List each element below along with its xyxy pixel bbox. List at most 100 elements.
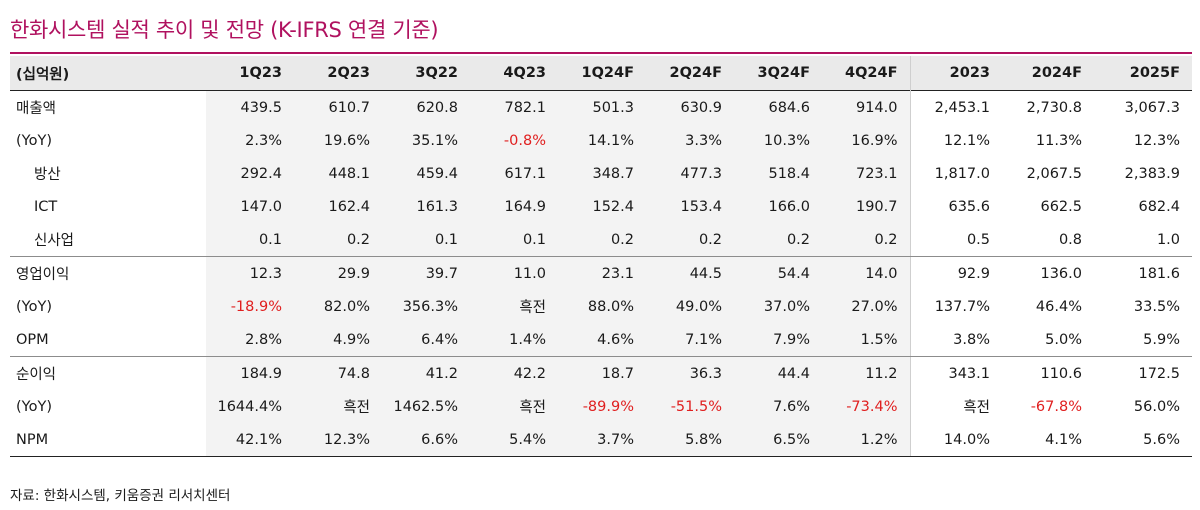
table-cell: -89.9% — [558, 390, 646, 423]
table-cell: 0.5 — [909, 223, 1002, 257]
table-cell: 46.4% — [1002, 290, 1094, 323]
table-cell: 74.8 — [294, 356, 382, 390]
table-row: OPM 2.8% 4.9% 6.4% 1.4% 4.6% 7.1% 7.9% 1.5% 3.8% 5… — [10, 323, 1192, 357]
table-cell: 2.8% — [206, 323, 294, 357]
table-row: (YoY) -18.9% 82.0% 356.3% 흑전 88.0% 49.0% 37.0% 2… — [10, 290, 1192, 323]
table-cell: 1462.5% — [382, 390, 470, 423]
header-row: (십억원) 1Q23 2Q23 3Q22 4Q23 1Q24F 2Q24F 3Q… — [10, 56, 1192, 91]
table-cell: 7.9% — [734, 323, 822, 357]
column-header: 4Q24F — [822, 56, 910, 91]
table-cell: 0.2 — [822, 223, 910, 257]
table-cell: 3.3% — [646, 124, 734, 157]
table-cell: 39.7 — [382, 256, 470, 290]
table-cell: 29.9 — [294, 256, 382, 290]
table-cell: 166.0 — [734, 190, 822, 223]
table-cell: 439.5 — [206, 90, 294, 124]
page-title: 한화시스템 실적 추이 및 전망 (K-IFRS 연결 기준) — [10, 18, 439, 42]
table-cell: 3,067.3 — [1094, 90, 1192, 124]
table-cell: 14.0 — [822, 256, 910, 290]
column-header: 2023 — [909, 56, 1002, 91]
table-cell: 136.0 — [1002, 256, 1094, 290]
table-cell: -51.5% — [646, 390, 734, 423]
table-cell: 110.6 — [1002, 356, 1094, 390]
table-cell: 11.3% — [1002, 124, 1094, 157]
table-cell: 7.6% — [734, 390, 822, 423]
table-row: 순이익 184.9 74.8 41.2 42.2 18.7 36.3 44.4 11.2 343.… — [10, 356, 1192, 390]
table-cell: 782.1 — [470, 90, 558, 124]
table-cell: 44.5 — [646, 256, 734, 290]
column-header: 1Q23 — [206, 56, 294, 91]
table-cell: 18.7 — [558, 356, 646, 390]
row-label: OPM — [10, 323, 206, 357]
table-cell: 42.1% — [206, 423, 294, 457]
table-row: NPM 42.1% 12.3% 6.6% 5.4% 3.7% 5.8% 6.5% 1.2% 14.… — [10, 423, 1192, 457]
table-cell: 12.1% — [909, 124, 1002, 157]
column-header: 3Q24F — [734, 56, 822, 91]
table-cell: 477.3 — [646, 157, 734, 190]
table-cell: 2.3% — [206, 124, 294, 157]
table-cell: 37.0% — [734, 290, 822, 323]
table-cell: 41.2 — [382, 356, 470, 390]
table-cell: 4.6% — [558, 323, 646, 357]
table-cell: 5.4% — [470, 423, 558, 457]
table-cell: 10.3% — [734, 124, 822, 157]
table-cell: 620.8 — [382, 90, 470, 124]
table-row: 영업이익 12.3 29.9 39.7 11.0 23.1 44.5 54.4 14.0 92.9… — [10, 256, 1192, 290]
table-cell: -18.9% — [206, 290, 294, 323]
table-cell: 1.5% — [822, 323, 910, 357]
table-row: 매출액 439.5 610.7 620.8 782.1 501.3 630.9 684.6 91… — [10, 90, 1192, 124]
table-cell: 172.5 — [1094, 356, 1192, 390]
table-cell: 162.4 — [294, 190, 382, 223]
table-row: 신사업 0.1 0.2 0.1 0.1 0.2 0.2 0.2 0.2 0.5 0.8 1.0 — [10, 223, 1192, 257]
table-cell: 12.3 — [206, 256, 294, 290]
table-cell: 147.0 — [206, 190, 294, 223]
table-cell: 181.6 — [1094, 256, 1192, 290]
source-note: 자료: 한화시스템, 키움증권 리서치센터 — [10, 488, 231, 504]
row-label: ICT — [10, 190, 206, 223]
table-cell: 92.9 — [909, 256, 1002, 290]
table-cell: -67.8% — [1002, 390, 1094, 423]
table-cell: 5.8% — [646, 423, 734, 457]
table-row: (YoY) 2.3% 19.6% 35.1% -0.8% 14.1% 3.3% 10.3% 16… — [10, 124, 1192, 157]
table-cell: 2,383.9 — [1094, 157, 1192, 190]
row-label: (YoY) — [10, 124, 206, 157]
table-cell: 356.3% — [382, 290, 470, 323]
table-cell: 448.1 — [294, 157, 382, 190]
table-cell: 1644.4% — [206, 390, 294, 423]
column-header: 1Q24F — [558, 56, 646, 91]
table-cell: 54.4 — [734, 256, 822, 290]
table-cell: 56.0% — [1094, 390, 1192, 423]
table-cell: 16.9% — [822, 124, 910, 157]
table-cell: 흑전 — [909, 390, 1002, 423]
table-cell: 0.1 — [206, 223, 294, 257]
table-cell: 6.4% — [382, 323, 470, 357]
table-cell: 11.2 — [822, 356, 910, 390]
table-cell: 14.0% — [909, 423, 1002, 457]
table-cell: 0.2 — [558, 223, 646, 257]
table-cell: 5.0% — [1002, 323, 1094, 357]
table-cell: 348.7 — [558, 157, 646, 190]
table-cell: 4.1% — [1002, 423, 1094, 457]
table-cell: 19.6% — [294, 124, 382, 157]
table-cell: 5.6% — [1094, 423, 1192, 457]
table-cell: 153.4 — [646, 190, 734, 223]
table-cell: 137.7% — [909, 290, 1002, 323]
table-cell: -73.4% — [822, 390, 910, 423]
table-cell: 501.3 — [558, 90, 646, 124]
table-cell: 1.0 — [1094, 223, 1192, 257]
row-label: 방산 — [10, 157, 206, 190]
table-cell: 0.1 — [470, 223, 558, 257]
table-cell: 3.7% — [558, 423, 646, 457]
table-cell: 617.1 — [470, 157, 558, 190]
table-cell: 0.1 — [382, 223, 470, 257]
table-cell: 44.4 — [734, 356, 822, 390]
table-cell: 11.0 — [470, 256, 558, 290]
column-header: 2Q23 — [294, 56, 382, 91]
table-cell: 662.5 — [1002, 190, 1094, 223]
table-cell: 190.7 — [822, 190, 910, 223]
column-header: 2025F — [1129, 65, 1180, 81]
table-cell: 42.2 — [470, 356, 558, 390]
table-cell: 0.8 — [1002, 223, 1094, 257]
table-cell: 152.4 — [558, 190, 646, 223]
table-cell: 0.2 — [646, 223, 734, 257]
